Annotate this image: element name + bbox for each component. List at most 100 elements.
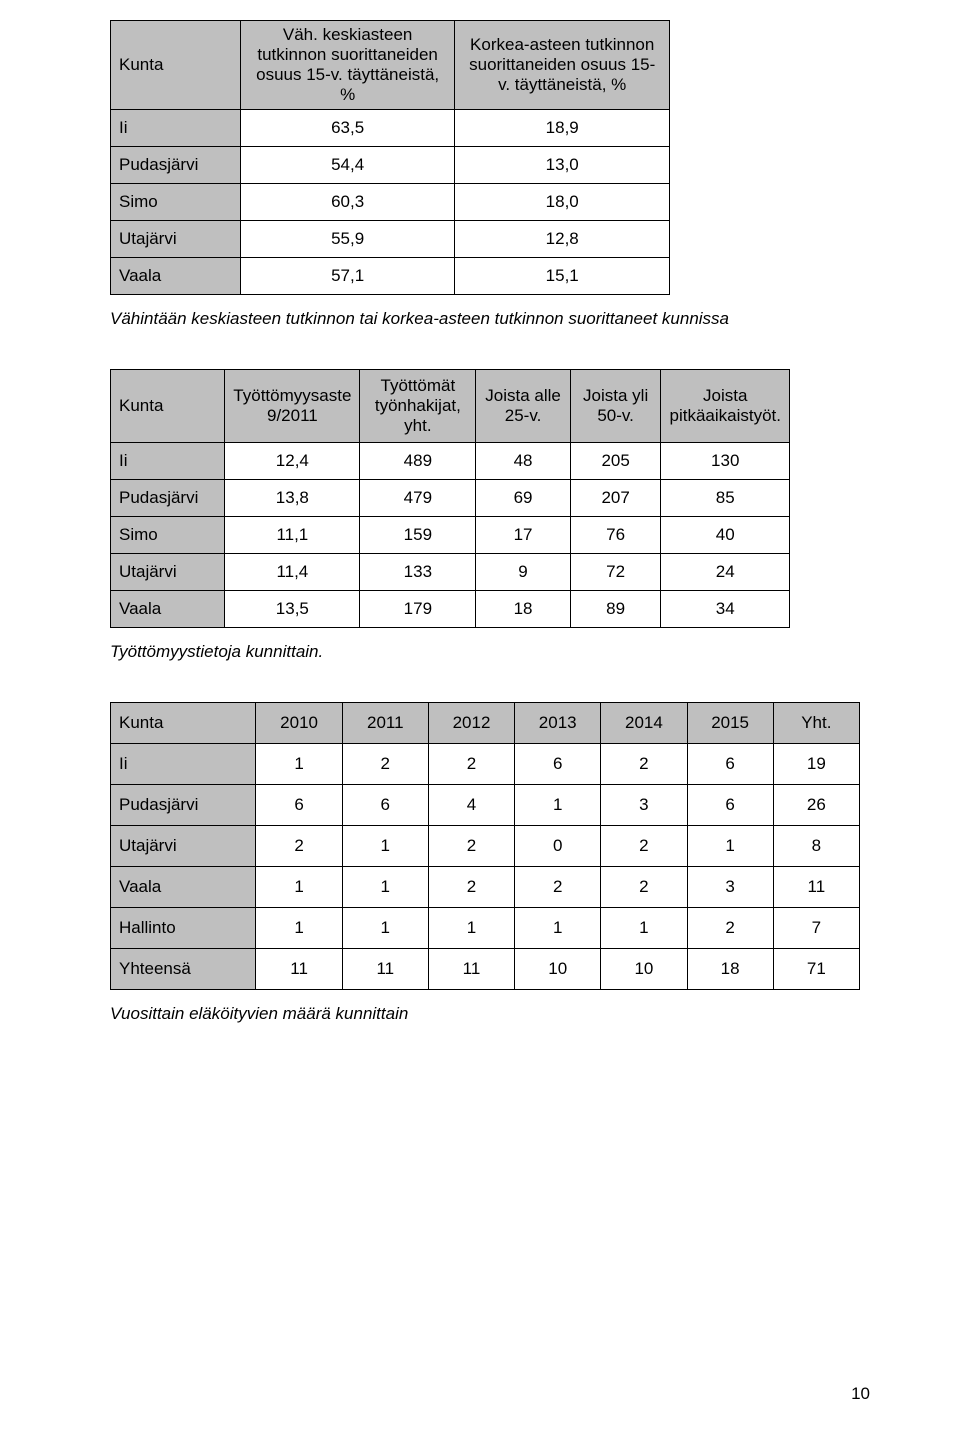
cell: 8 xyxy=(773,826,859,867)
col-alle25: Joista alle 25-v. xyxy=(476,370,570,443)
row-label: Vaala xyxy=(111,867,256,908)
cell: 24 xyxy=(661,554,790,591)
cell: 6 xyxy=(515,744,601,785)
row-label: Vaala xyxy=(111,258,241,295)
cell: 4 xyxy=(428,785,514,826)
cell: 7 xyxy=(773,908,859,949)
cell: 18 xyxy=(687,949,773,990)
table-row: Hallinto 1 1 1 1 1 2 7 xyxy=(111,908,860,949)
cell: 89 xyxy=(570,591,661,628)
cell: 69 xyxy=(476,480,570,517)
row-label: Pudasjärvi xyxy=(111,147,241,184)
cell: 6 xyxy=(342,785,428,826)
cell: 1 xyxy=(256,744,342,785)
row-label: Pudasjärvi xyxy=(111,785,256,826)
row-label: Yhteensä xyxy=(111,949,256,990)
col-2013: 2013 xyxy=(515,703,601,744)
col-korkeaaste: Korkea-asteen tutkinnon suorittaneiden o… xyxy=(455,21,670,110)
cell: 179 xyxy=(360,591,476,628)
col-tyonhakijat: Työttömät työnhakijat, yht. xyxy=(360,370,476,443)
table-row: Vaala 13,5 179 18 89 34 xyxy=(111,591,790,628)
row-label: Utajärvi xyxy=(111,221,241,258)
cell: 1 xyxy=(342,908,428,949)
cell: 130 xyxy=(661,443,790,480)
cell: 2 xyxy=(601,826,687,867)
cell: 479 xyxy=(360,480,476,517)
cell: 2 xyxy=(601,744,687,785)
cell: 60,3 xyxy=(240,184,455,221)
cell: 0 xyxy=(515,826,601,867)
cell: 11 xyxy=(256,949,342,990)
table-row: Ii 63,5 18,9 xyxy=(111,110,670,147)
cell: 2 xyxy=(687,908,773,949)
cell: 1 xyxy=(342,826,428,867)
row-label: Simo xyxy=(111,184,241,221)
col-2012: 2012 xyxy=(428,703,514,744)
cell: 57,1 xyxy=(240,258,455,295)
cell: 18 xyxy=(476,591,570,628)
cell: 6 xyxy=(687,744,773,785)
table-row: Pudasjärvi 6 6 4 1 3 6 26 xyxy=(111,785,860,826)
table-row: Simo 11,1 159 17 76 40 xyxy=(111,517,790,554)
page-number: 10 xyxy=(851,1384,870,1404)
cell: 2 xyxy=(515,867,601,908)
cell: 1 xyxy=(601,908,687,949)
col-kunta: Kunta xyxy=(111,21,241,110)
row-label: Hallinto xyxy=(111,908,256,949)
cell: 34 xyxy=(661,591,790,628)
cell: 159 xyxy=(360,517,476,554)
cell: 11,1 xyxy=(225,517,360,554)
row-label: Utajärvi xyxy=(111,554,225,591)
education-table: Kunta Väh. keskiasteen tutkinnon suoritt… xyxy=(110,20,670,295)
cell: 2 xyxy=(342,744,428,785)
cell: 19 xyxy=(773,744,859,785)
cell: 1 xyxy=(342,867,428,908)
cell: 26 xyxy=(773,785,859,826)
col-pitkaaikais: Joista pitkäaikaistyöt. xyxy=(661,370,790,443)
cell: 1 xyxy=(515,785,601,826)
cell: 1 xyxy=(256,867,342,908)
cell: 55,9 xyxy=(240,221,455,258)
cell: 9 xyxy=(476,554,570,591)
cell: 40 xyxy=(661,517,790,554)
cell: 17 xyxy=(476,517,570,554)
cell: 205 xyxy=(570,443,661,480)
col-2015: 2015 xyxy=(687,703,773,744)
cell: 1 xyxy=(428,908,514,949)
cell: 2 xyxy=(428,867,514,908)
cell: 2 xyxy=(256,826,342,867)
table-row: Pudasjärvi 54,4 13,0 xyxy=(111,147,670,184)
table-row: Pudasjärvi 13,8 479 69 207 85 xyxy=(111,480,790,517)
col-tyottomyysaste: Työttömyysaste 9/2011 xyxy=(225,370,360,443)
cell: 489 xyxy=(360,443,476,480)
cell: 71 xyxy=(773,949,859,990)
table-row: Utajärvi 2 1 2 0 2 1 8 xyxy=(111,826,860,867)
table-row: Ii 1 2 2 6 2 6 19 xyxy=(111,744,860,785)
table-header-row: Kunta Työttömyysaste 9/2011 Työttömät ty… xyxy=(111,370,790,443)
col-2010: 2010 xyxy=(256,703,342,744)
cell: 13,0 xyxy=(455,147,670,184)
cell: 1 xyxy=(256,908,342,949)
cell: 2 xyxy=(428,826,514,867)
col-kunta: Kunta xyxy=(111,370,225,443)
cell: 3 xyxy=(601,785,687,826)
cell: 133 xyxy=(360,554,476,591)
col-yli50: Joista yli 50-v. xyxy=(570,370,661,443)
col-2011: 2011 xyxy=(342,703,428,744)
cell: 15,1 xyxy=(455,258,670,295)
cell: 11 xyxy=(773,867,859,908)
cell: 10 xyxy=(515,949,601,990)
cell: 12,8 xyxy=(455,221,670,258)
table-row: Utajärvi 11,4 133 9 72 24 xyxy=(111,554,790,591)
cell: 63,5 xyxy=(240,110,455,147)
unemployment-table: Kunta Työttömyysaste 9/2011 Työttömät ty… xyxy=(110,369,790,628)
cell: 2 xyxy=(601,867,687,908)
cell: 11 xyxy=(428,949,514,990)
cell: 13,5 xyxy=(225,591,360,628)
table-row: Vaala 57,1 15,1 xyxy=(111,258,670,295)
row-label: Simo xyxy=(111,517,225,554)
row-label: Ii xyxy=(111,110,241,147)
cell: 72 xyxy=(570,554,661,591)
col-2014: 2014 xyxy=(601,703,687,744)
table-row: Simo 60,3 18,0 xyxy=(111,184,670,221)
